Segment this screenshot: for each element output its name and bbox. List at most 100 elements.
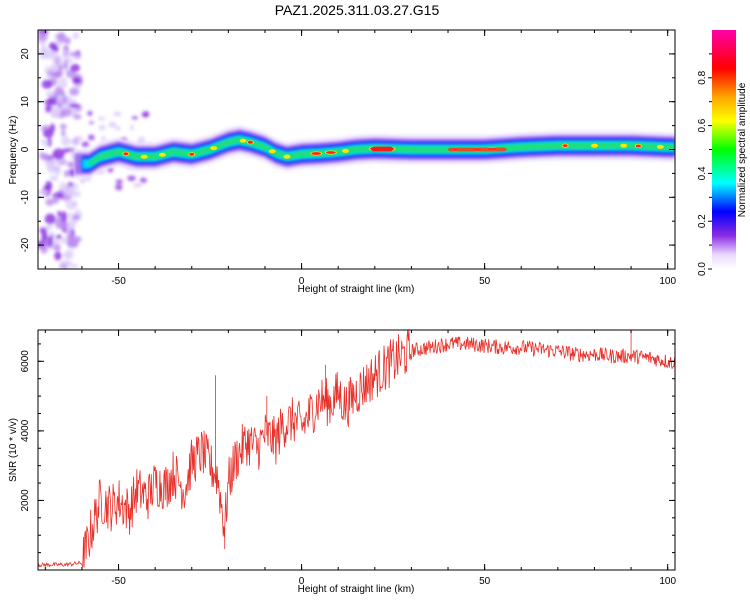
colorbar-ticks: 0.0 0.2 0.4 0.6 0.8 (697, 53, 712, 276)
heatmap-x-tick-label: -50 (111, 276, 126, 287)
heatmap-noise-cell (88, 134, 95, 141)
heatmap-noise-cell (68, 103, 80, 108)
heatmap-noise-cell (62, 96, 68, 104)
heatmap-noise-cell (49, 175, 57, 180)
heatmap-noise-cell (54, 164, 61, 177)
heatmap-noise-cell (75, 83, 81, 90)
colorbar-tick-label: 0.4 (697, 166, 708, 180)
heatmap-noise-cell (66, 238, 79, 249)
heatmap-peak-red (247, 140, 253, 144)
heatmap-noise-cell (69, 87, 80, 96)
heatmap-noise-cell (74, 55, 81, 61)
heatmap-noise-cell (73, 114, 82, 120)
heatmap-y-tick-label: -20 (20, 237, 31, 252)
heatmap-noise-cell (64, 249, 74, 259)
heatmap-noise-cell (73, 200, 78, 208)
heatmap-noise-cell (131, 116, 139, 120)
heatmap-peak-red (562, 144, 568, 148)
heatmap-noise-cell (41, 231, 48, 242)
heatmap-noise-cell (53, 244, 61, 252)
heatmap-noise-cell (68, 168, 77, 177)
heatmap-noise-cell (129, 125, 135, 131)
heatmap-noise-cell (44, 99, 54, 106)
heatmap-noise-cell (57, 102, 63, 109)
heatmap-noise-cell (112, 111, 122, 117)
heatmap-noise-cell (49, 62, 59, 73)
heatmap-noise-cell (65, 104, 70, 110)
heatmap-noise-cell (54, 86, 64, 98)
heatmap-noise-cell (38, 30, 49, 36)
heatmap-noise-cell (56, 216, 61, 221)
heatmap-noise-cell (127, 175, 136, 182)
colorbar-tick-label: 0.6 (697, 118, 708, 132)
heatmap-noise-cell (115, 183, 123, 191)
heatmap-axis-ticks: -50 0 50 100 -20 -10 0 10 20 (20, 29, 676, 287)
colorbar-tick-label: 0.2 (697, 214, 708, 228)
heatmap-noise-cell (60, 108, 72, 117)
heatmap-peak-yellow (268, 149, 276, 154)
heatmap-peak-yellow (342, 148, 350, 153)
snr-y-tick-label: 4000 (20, 419, 31, 442)
heatmap-x-tick-label: 0 (299, 276, 305, 287)
heatmap-noise-cell (98, 116, 106, 121)
heatmap-y-tick-label: -10 (20, 190, 31, 205)
heatmap-noise-cell (47, 137, 52, 148)
heatmap-noise-cell (66, 161, 76, 168)
heatmap-noise-cell (51, 55, 63, 64)
heatmap-noise-cell (39, 151, 44, 160)
heatmap-y-tick-label: 20 (20, 48, 31, 60)
heatmap-noise-cell (141, 112, 150, 117)
heatmap-noise-cell (40, 138, 45, 144)
heatmap-noise-cell (63, 37, 71, 45)
heatmap-noise-cell (87, 110, 93, 117)
heatmap-noise-cell (43, 153, 48, 162)
heatmap-noise-region (38, 30, 150, 269)
heatmap-noise-cell (53, 195, 59, 204)
heatmap-noise-cell (79, 177, 86, 184)
heatmap-peak-red (371, 146, 394, 152)
heatmap-peak-red (311, 152, 322, 155)
snr-series-line (38, 330, 675, 568)
heatmap-noise-cell (63, 169, 70, 178)
heatmap-noise-cell (115, 179, 123, 184)
heatmap-noise-cell (72, 77, 80, 83)
heatmap-noise-cell (40, 243, 48, 254)
heatmap-noise-cell (108, 121, 117, 128)
heatmap-noise-cell (72, 32, 80, 40)
snr-y-axis-label: SNR (10 * v/v) (8, 418, 19, 482)
heatmap-noise-cell (45, 90, 57, 98)
heatmap-peak-yellow (590, 143, 598, 148)
heatmap-peak-yellow (656, 144, 664, 149)
heatmap-noise-cell (55, 234, 62, 240)
heatmap-noise-cell (49, 123, 56, 133)
heatmap-noise-cell (63, 259, 72, 266)
heatmap-noise-cell (48, 42, 58, 50)
heatmap-noise-cell (58, 77, 68, 89)
heatmap-noise-cell (50, 107, 61, 119)
heatmap-noise-cell (81, 141, 90, 148)
heatmap-noise-cell (62, 148, 70, 153)
heatmap-noise-cell (98, 125, 106, 131)
heatmap-peak-yellow (283, 154, 291, 159)
snr-x-tick-label: -50 (111, 576, 126, 587)
heatmap-peak-yellow (239, 138, 247, 143)
colorbar-label: Normalized spectral amplitude (737, 82, 748, 217)
heatmap-peak-yellow (620, 143, 628, 148)
heatmap-noise-cell (66, 222, 72, 234)
heatmap-x-tick-label: 50 (479, 276, 491, 287)
snr-x-tick-label: 100 (659, 576, 676, 587)
heatmap-noise-cell (63, 59, 69, 71)
heatmap-noise-cell (45, 224, 53, 231)
heatmap-noise-cell (75, 135, 84, 141)
heatmap-noise-cell (71, 139, 81, 146)
snr-x-axis-label: Height of straight line (km) (298, 584, 415, 595)
heatmap-noise-cell (69, 263, 79, 269)
snr-plot-frame (37, 329, 676, 571)
heatmap-noise-cell (70, 63, 81, 73)
colorbar-tick-label: 0.0 (697, 262, 708, 276)
heatmap-y-axis-label: Frequency (Hz) (8, 116, 19, 185)
heatmap-y-tick-label: 10 (20, 96, 31, 108)
heatmap-noise-cell (44, 65, 49, 76)
heatmap-y-tick-label: 0 (20, 146, 31, 152)
heatmap-noise-cell (46, 236, 54, 248)
